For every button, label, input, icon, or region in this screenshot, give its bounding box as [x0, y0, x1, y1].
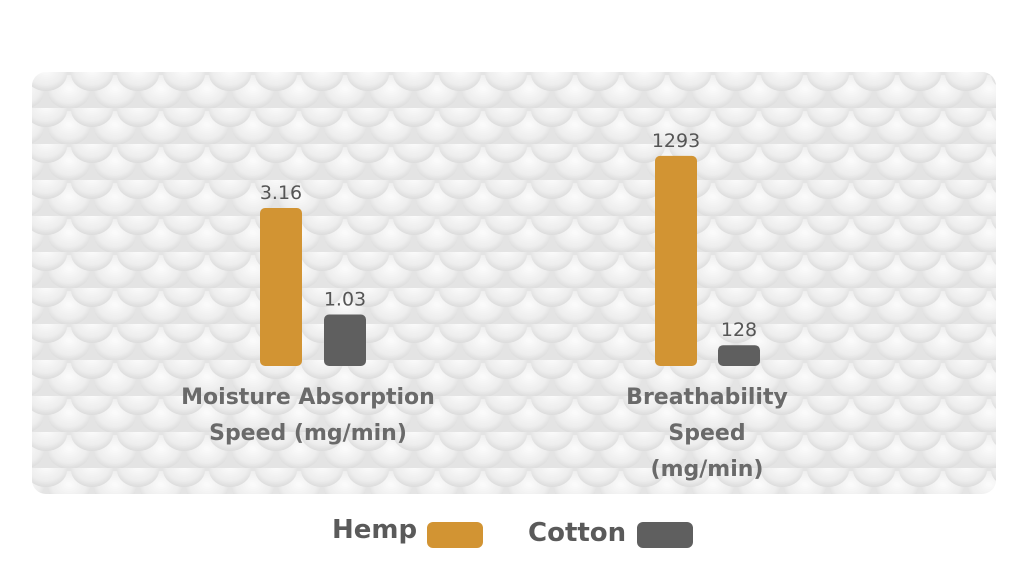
value-label: 1.03	[324, 289, 366, 311]
category-label: Breathability Speed (mg/min)	[626, 385, 788, 482]
bar	[718, 345, 760, 366]
legend-swatch	[637, 522, 693, 548]
value-label: 3.16	[260, 182, 302, 204]
legend-label: Cotton	[528, 518, 627, 548]
bar	[655, 155, 697, 366]
value-label: 128	[721, 319, 757, 341]
category-label: Moisture Absorption Speed (mg/min)	[181, 385, 435, 446]
bar	[260, 208, 302, 366]
bar	[324, 314, 366, 366]
fabric-background	[32, 72, 996, 494]
legend-label: Hemp	[332, 515, 418, 545]
background-overlay	[32, 72, 996, 494]
value-label: 1293	[652, 130, 700, 152]
legend-swatch	[427, 522, 483, 548]
